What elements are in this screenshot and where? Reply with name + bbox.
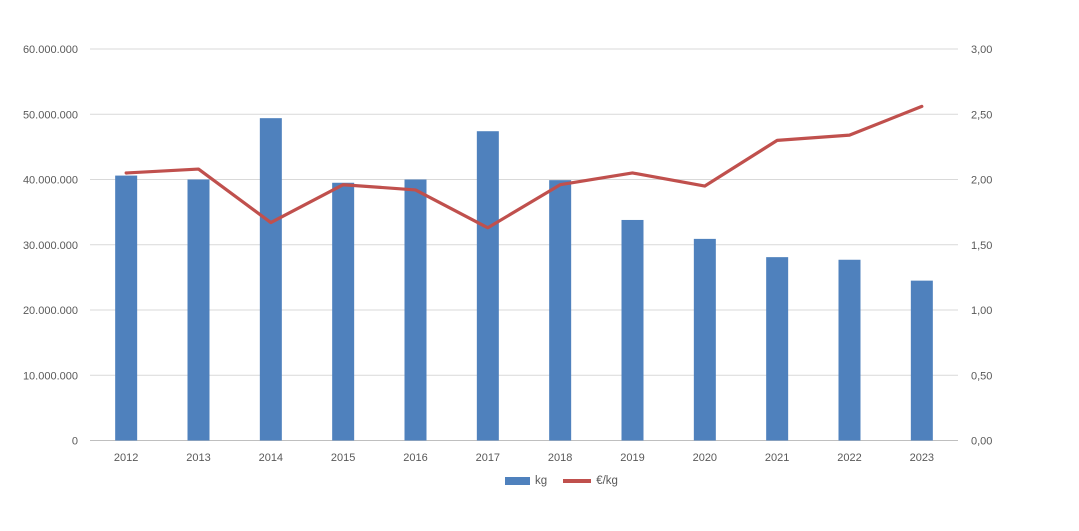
x-axis-label-2023: 2023: [910, 452, 934, 464]
x-axis-label-2015: 2015: [331, 452, 355, 464]
bar-2013: [187, 179, 210, 441]
eur-per-kg-series-swatch: [563, 479, 592, 483]
left-axis-tick-label: 30.000.000: [23, 240, 78, 252]
eur-per-kg-line: [124, 104, 924, 230]
bar-2020: [693, 238, 716, 441]
x-axis-label-2016: 2016: [403, 452, 427, 464]
x-axis-label-2022: 2022: [837, 452, 861, 464]
right-axis-tick-label: 0,50: [971, 370, 992, 382]
x-axis-label-2020: 2020: [693, 452, 717, 464]
legend-label-eur-per-kg: €/kg: [596, 475, 618, 487]
legend-item-kg: kg: [505, 475, 547, 487]
kg-series-swatch: [505, 477, 531, 485]
right-axis-tick-label: 0,00: [971, 436, 992, 448]
chart-legend: kg €/kg: [22, 475, 1079, 487]
x-axis-label-2019: 2019: [620, 452, 644, 464]
legend-item-eur-per-kg: €/kg: [563, 475, 618, 487]
bar-2012: [115, 175, 138, 441]
x-axis-label-2012: 2012: [114, 452, 138, 464]
left-axis-tick-label: 20.000.000: [23, 305, 78, 317]
x-axis-label-2013: 2013: [186, 452, 210, 464]
right-axis-tick-label: 2,00: [971, 175, 992, 187]
legend-label-kg: kg: [535, 475, 548, 487]
x-axis-label-2021: 2021: [765, 452, 789, 464]
left-axis-tick-label: 50.000.000: [23, 109, 78, 121]
bar-2019: [621, 219, 644, 441]
bar-2023: [910, 280, 933, 441]
left-axis-tick-label: 60.000.000: [23, 44, 78, 56]
bar-2015: [332, 182, 355, 441]
x-axis-label-2018: 2018: [548, 452, 572, 464]
left-axis-tick-label: 0: [72, 436, 78, 448]
right-axis-tick-label: 2,50: [971, 109, 992, 121]
bar-2021: [766, 257, 789, 441]
left-axis-tick-label: 10.000.000: [23, 370, 78, 382]
bar-2018: [549, 180, 572, 441]
right-axis-tick-label: 1,50: [971, 240, 992, 252]
right-axis-tick-label: 1,00: [971, 305, 992, 317]
bar-2017: [476, 131, 499, 441]
bar-2016: [404, 179, 427, 441]
x-axis-label-2017: 2017: [476, 452, 500, 464]
bar-2014: [259, 118, 282, 441]
right-axis-tick-label: 3,00: [971, 44, 992, 56]
x-axis-label-2014: 2014: [259, 452, 283, 464]
bar-2022: [838, 259, 861, 441]
left-axis-tick-label: 40.000.000: [23, 175, 78, 187]
